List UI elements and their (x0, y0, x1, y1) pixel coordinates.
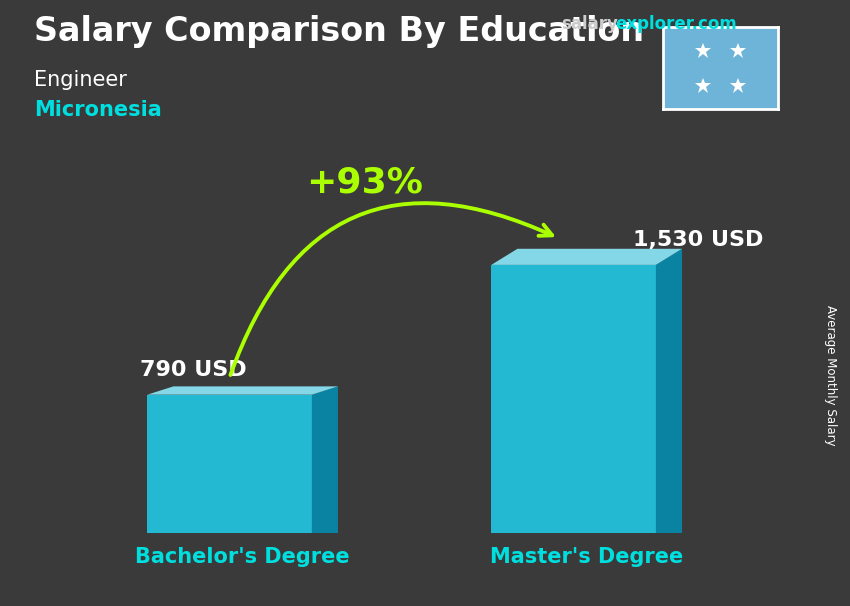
Text: Engineer: Engineer (34, 70, 127, 90)
Text: Micronesia: Micronesia (34, 100, 162, 120)
Polygon shape (491, 265, 656, 533)
Text: 790 USD: 790 USD (139, 360, 246, 380)
Text: Salary Comparison By Education: Salary Comparison By Education (34, 15, 644, 48)
Polygon shape (491, 249, 682, 265)
Text: salary: salary (561, 15, 618, 33)
Text: Master's Degree: Master's Degree (490, 547, 683, 567)
Text: +93%: +93% (306, 165, 422, 199)
Polygon shape (656, 249, 682, 533)
Polygon shape (147, 387, 338, 395)
Polygon shape (147, 395, 312, 533)
FancyArrowPatch shape (230, 203, 552, 375)
Text: Average Monthly Salary: Average Monthly Salary (824, 305, 837, 446)
Text: explorer.com: explorer.com (615, 15, 737, 33)
Text: Bachelor's Degree: Bachelor's Degree (135, 547, 350, 567)
Polygon shape (312, 387, 338, 533)
Text: 1,530 USD: 1,530 USD (633, 230, 764, 250)
